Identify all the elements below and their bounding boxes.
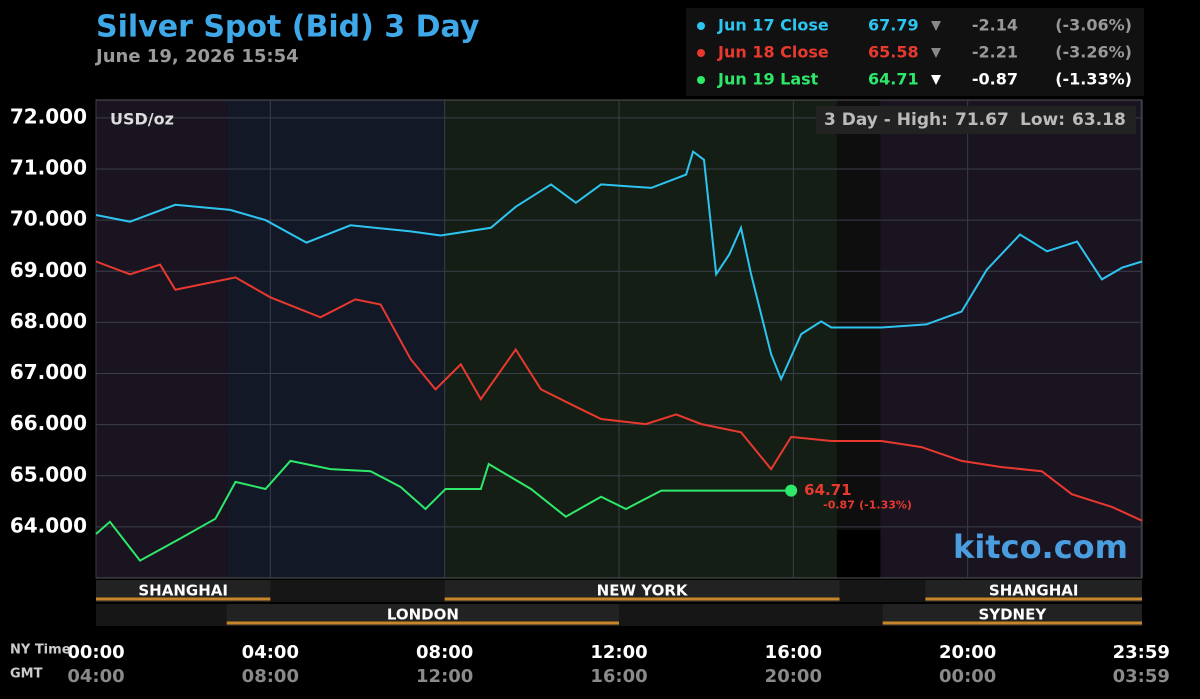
y-tick-label: 68.000: [10, 309, 87, 333]
legend-label: Jun 17 Close: [717, 16, 829, 35]
gmt-tick-label: 20:00: [765, 666, 822, 687]
y-tick-label: 71.000: [10, 156, 87, 180]
unit-label: USD/oz: [110, 110, 174, 129]
session-label: SHANGHAI: [138, 582, 228, 600]
legend-label: Jun 18 Close: [717, 43, 829, 62]
gmt-tick-label: 03:59: [1113, 666, 1170, 687]
range-low-label: Low:: [1020, 110, 1065, 130]
legend-change-pct: (-1.33%): [1055, 70, 1132, 89]
chart-title: Silver Spot (Bid) 3 Day: [96, 10, 480, 45]
x-tick-label: 00:00: [67, 642, 124, 663]
range-box: [816, 106, 1136, 134]
legend-arrow: [931, 48, 941, 58]
x-tick-label: 20:00: [939, 642, 996, 663]
session-background: [836, 100, 881, 530]
legend-marker: [697, 76, 705, 84]
last-change-label: -0.87: [823, 499, 855, 512]
session-background: [880, 100, 1142, 578]
series-line: [95, 149, 1143, 382]
legend-arrow: [931, 75, 941, 85]
session-label: SHANGHAI: [989, 582, 1079, 600]
legend-label: Jun 19 Last: [717, 70, 819, 89]
range-label: 3 Day - High:: [824, 110, 948, 130]
y-tick-label: 66.000: [10, 411, 87, 435]
y-tick-label: 64.000: [10, 513, 87, 537]
range-low: 63.18: [1072, 110, 1126, 130]
gmt-tick-label: 04:00: [67, 666, 124, 687]
y-tick-label: 72.000: [10, 104, 87, 128]
y-tick-label: 70.000: [10, 207, 87, 231]
session-label: SYDNEY: [978, 606, 1047, 624]
last-value-label: 64.71: [804, 481, 851, 499]
chart-subtitle: June 19, 2026 15:54: [94, 46, 299, 67]
gmt-tick-label: 12:00: [416, 666, 473, 687]
legend-change-pct: (-3.06%): [1055, 16, 1132, 35]
session-bar: [96, 580, 271, 602]
y-tick-label: 67.000: [10, 360, 87, 384]
gmt-tick-label: 16:00: [590, 666, 647, 687]
x-tick-label: 16:00: [765, 642, 822, 663]
gmt-tick-label: 00:00: [939, 666, 996, 687]
session-bar: [882, 604, 1142, 626]
series-line: [95, 260, 1143, 522]
range-high: 71.67: [955, 110, 1009, 130]
legend-change: -2.21: [972, 43, 1018, 62]
legend-last: 65.58: [868, 43, 919, 62]
legend-last: 64.71: [868, 70, 919, 89]
session-bar: [226, 604, 619, 626]
legend-last: 67.79: [868, 16, 919, 35]
x-tick-label: 12:00: [590, 642, 647, 663]
y-tick-label: 65.000: [10, 462, 87, 486]
legend-arrow: [931, 21, 941, 31]
last-point: [785, 484, 798, 497]
x-tick-label: 08:00: [416, 642, 473, 663]
legend-change-pct: (-3.26%): [1055, 43, 1132, 62]
x-tick-label: 04:00: [242, 642, 299, 663]
legend-box: [686, 8, 1144, 96]
y-tick-label: 69.000: [10, 258, 87, 282]
session-label: LONDON: [387, 606, 459, 624]
legend-change: -0.87: [972, 70, 1018, 89]
legend-marker: [697, 49, 705, 57]
legend-marker: [697, 22, 705, 30]
session-background: [226, 100, 445, 578]
session-background: [444, 100, 837, 578]
series-line: [95, 459, 792, 562]
session-background: [96, 100, 227, 578]
session-bar: [444, 580, 840, 602]
legend-change: -2.14: [972, 16, 1018, 35]
gmt-axis-label: GMT: [10, 667, 43, 682]
session-bar: [925, 580, 1142, 602]
session-label: NEW YORK: [597, 582, 689, 600]
x-axis-label: NY Time: [10, 643, 71, 658]
x-tick-label: 23:59: [1113, 642, 1170, 663]
watermark: kitco.com: [953, 528, 1128, 566]
gmt-tick-label: 08:00: [242, 666, 299, 687]
last-change-pct-label: (-1.33%): [859, 499, 912, 512]
